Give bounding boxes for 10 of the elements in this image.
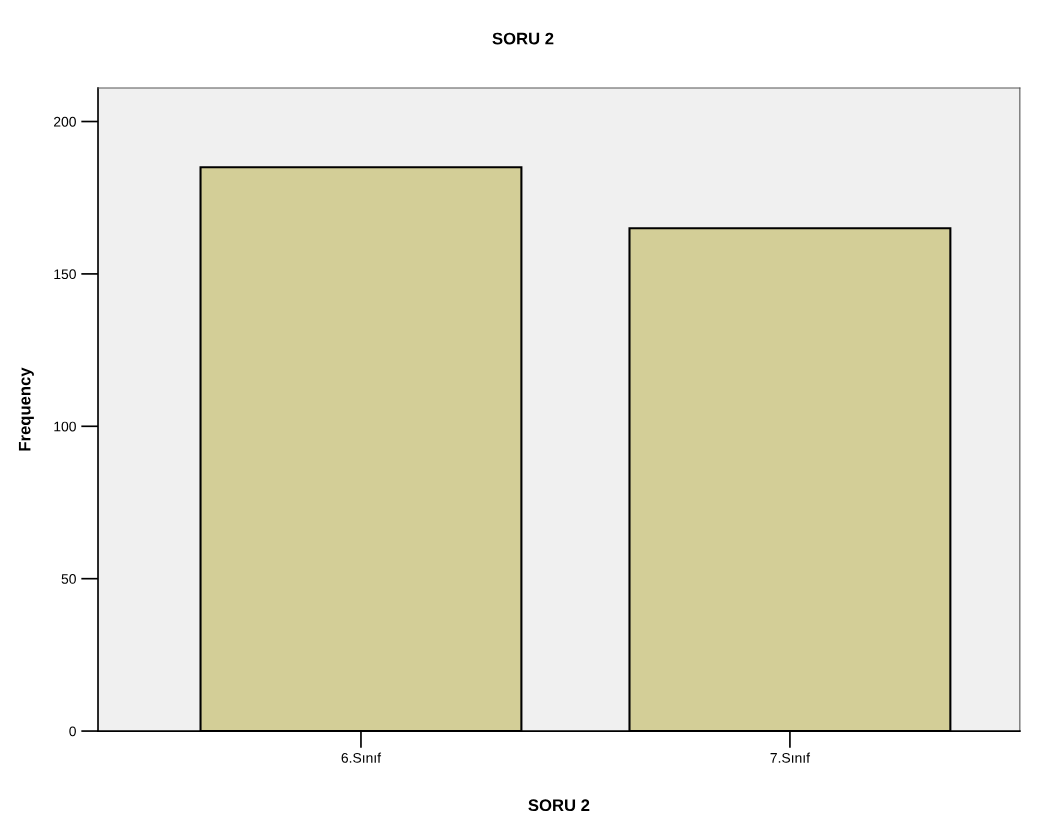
chart-title: SORU 2 [492, 32, 554, 45]
y-tick-label: 150 [54, 269, 76, 280]
y-tick-label: 100 [54, 421, 76, 432]
y-tick-label: 0 [69, 726, 76, 737]
y-tick-label: 200 [54, 116, 76, 127]
x-tick-label: 7.Sınıf [770, 752, 811, 763]
y-axis-title: Frequency [18, 367, 34, 451]
x-axis-title: SORU 2 [528, 799, 590, 812]
y-tick-label: 50 [61, 574, 76, 584]
x-tick-label: 6.Sınıf [341, 752, 382, 763]
